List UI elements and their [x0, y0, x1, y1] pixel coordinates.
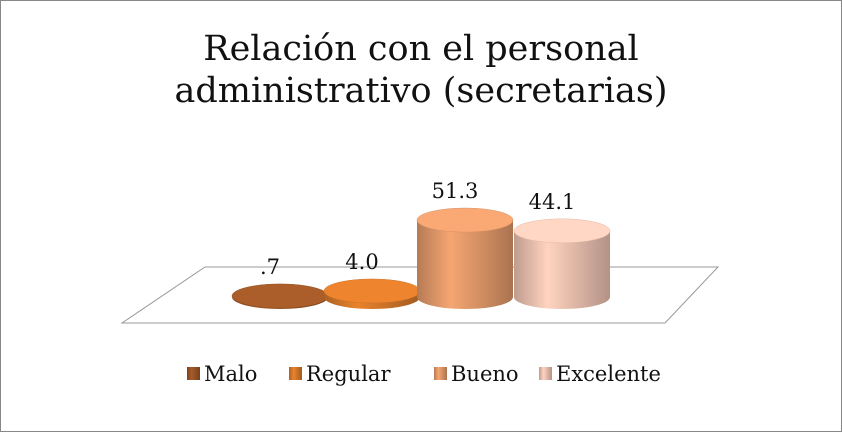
cylinder-body [417, 220, 513, 309]
legend-swatch [187, 367, 200, 380]
legend-swatch [289, 367, 302, 380]
legend-label: Malo [204, 362, 257, 386]
cylinder-top [416, 207, 514, 233]
legend-label: Regular [306, 362, 391, 386]
data-label: 4.0 [345, 250, 378, 274]
data-label: 44.1 [529, 190, 576, 214]
cylinder-top [323, 278, 421, 304]
cylinder-body [514, 230, 610, 309]
legend-swatch [434, 367, 447, 380]
legend-swatch [539, 367, 552, 380]
cylinder-top [513, 218, 611, 244]
legend-label: Bueno [451, 362, 519, 386]
legend-label: Excelente [556, 362, 661, 386]
cylinder-top [231, 283, 329, 309]
data-label: 51.3 [432, 179, 479, 203]
chart-title: Relación con el personal administrativo … [174, 29, 668, 111]
data-label: .7 [260, 255, 280, 279]
